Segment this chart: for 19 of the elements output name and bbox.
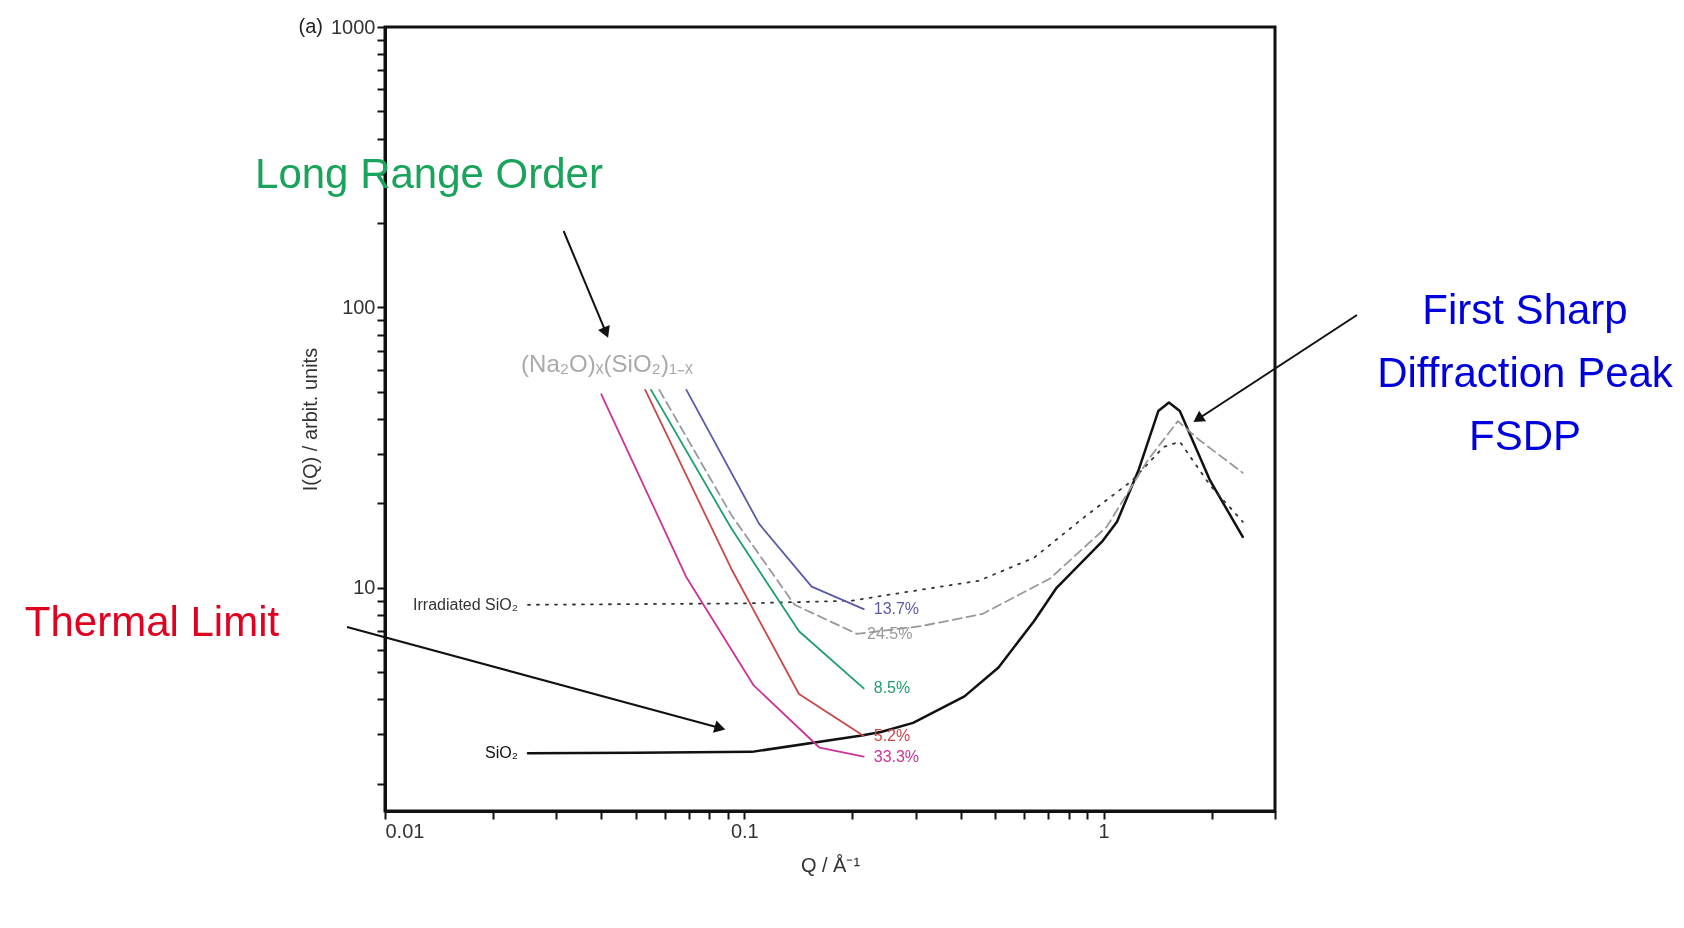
text: First Sharp Diffraction Peak FSDP — [1377, 286, 1674, 459]
series-label: 13.7% — [873, 600, 920, 618]
y-tick-label: 1000 — [331, 15, 376, 38]
series-label: 33.3% — [873, 747, 920, 765]
series-label: 8.5% — [873, 679, 911, 697]
series-label: 5.2% — [873, 727, 911, 745]
series-label: SiO₂ — [485, 744, 518, 762]
text: Thermal Limit — [24, 598, 280, 645]
series-label: 24.5% — [867, 624, 913, 642]
x-tick-label: 1 — [1098, 819, 1110, 842]
y-axis-title: I(Q) / arbit. units — [299, 347, 322, 492]
x-tick-label: 0.1 — [730, 819, 759, 842]
y-tick-label: 100 — [342, 295, 376, 318]
annotation: (Na₂O)ₓ(SiO₂)₁₋ₓ — [521, 350, 694, 377]
series-label: Irradiated SiO₂ — [413, 595, 518, 613]
y-tick-label: 10 — [353, 576, 376, 599]
x-tick-label: 0.01 — [385, 819, 425, 842]
chart-title: (a) — [298, 15, 323, 37]
x-axis-title: Q / Å⁻¹ — [800, 853, 861, 876]
